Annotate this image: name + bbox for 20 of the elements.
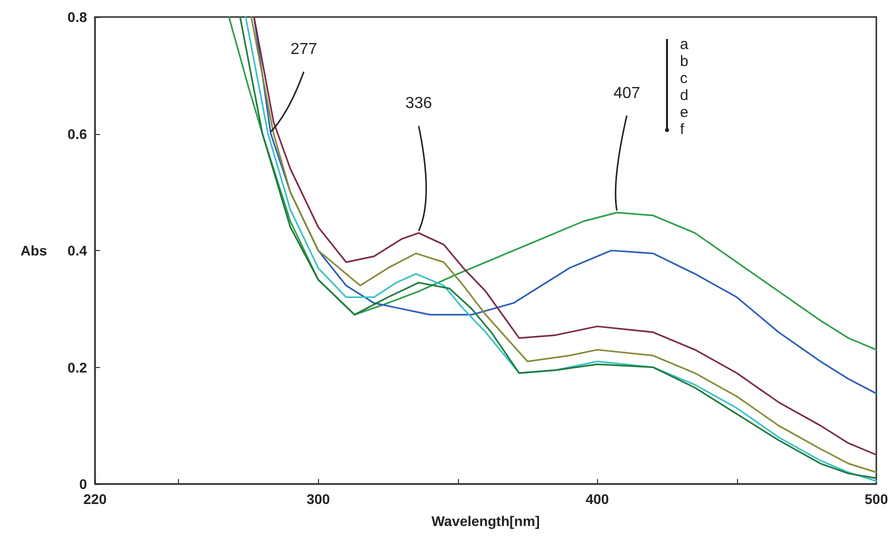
annotation: 336 bbox=[405, 95, 432, 112]
y-tick-label: 0 bbox=[79, 476, 88, 492]
y-tick-label: 0.8 bbox=[68, 9, 88, 25]
x-tick-label: 400 bbox=[586, 491, 610, 507]
x-tick-label: 300 bbox=[306, 491, 330, 507]
annotation: 277 bbox=[290, 40, 318, 58]
annotation: f bbox=[680, 120, 685, 138]
y-tick-label: 0.4 bbox=[68, 242, 88, 258]
y-tick-label: 0.6 bbox=[68, 126, 88, 142]
annotation: 407 bbox=[613, 84, 640, 102]
x-tick-label: 220 bbox=[83, 491, 107, 507]
x-axis-title: Wavelength[nm] bbox=[431, 513, 540, 529]
annotation: b bbox=[680, 52, 688, 70]
annotation: e bbox=[680, 104, 688, 121]
y-tick-label: 0.2 bbox=[68, 359, 88, 376]
annotation: a bbox=[680, 36, 689, 53]
annotation: d bbox=[680, 86, 688, 104]
x-tick-label: 500 bbox=[864, 491, 888, 507]
y-axis-title: Abs bbox=[20, 242, 48, 258]
annotation: c bbox=[680, 70, 688, 87]
